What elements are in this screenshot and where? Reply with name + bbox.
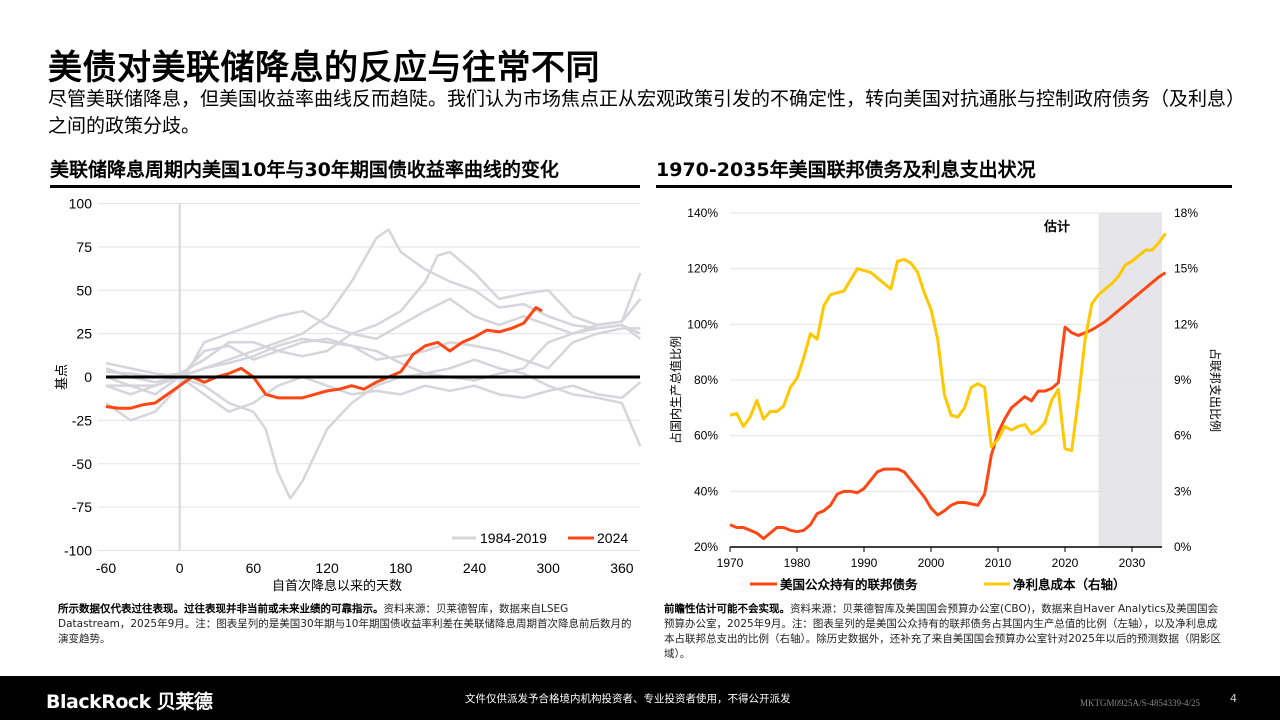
y-tick-label: -50	[72, 456, 92, 472]
y-tick-label: 75	[76, 239, 92, 255]
right-y-tick-label: 0%	[1174, 540, 1192, 554]
right-note-source: 资料来源：贝莱德智库及美国国会预算办公室(CBO)，数据来自Haver Anal…	[664, 603, 1221, 660]
x-tick-label: 60	[246, 560, 262, 576]
right-y-tick-label: 15%	[1174, 262, 1198, 276]
left-y-tick-label: 100%	[687, 317, 718, 331]
legend-2024-label: 2024	[597, 530, 628, 546]
right-y-axis-title: 占联邦支出比例	[1208, 348, 1223, 432]
x-tick-label: 1980	[784, 556, 811, 570]
left-y-tick-label: 20%	[694, 540, 718, 554]
y-tick-label: -100	[64, 543, 92, 559]
x-tick-label: 1970	[717, 556, 744, 570]
page-subtitle: 尽管美联储降息，但美国收益率曲线反而趋陡。我们认为市场焦点正从宏观政策引发的不确…	[48, 88, 1236, 137]
blackrock-logo: BlackRock 贝莱德	[46, 691, 213, 713]
x-tick-label: 2000	[918, 556, 945, 570]
left-y-tick-label: 60%	[694, 429, 718, 443]
x-tick-label: 0	[176, 560, 184, 576]
left-chart-title: 美联储降息周期内美国10年与30年期国债收益率曲线的变化	[50, 155, 640, 188]
net-interest-line	[729, 232, 1167, 453]
y-tick-label: -75	[72, 499, 92, 515]
left-y-tick-label: 140%	[687, 206, 718, 220]
right-y-tick-label: 3%	[1174, 484, 1192, 498]
legend-debt-label: 美国公众持有的联邦债务	[780, 577, 918, 592]
right-y-tick-label: 9%	[1174, 373, 1192, 387]
y-tick-label: 100	[69, 196, 93, 212]
x-axis-title: 自首次降息以来的天数	[272, 578, 402, 593]
debt-interest-chart: 140% 120% 100% 80% 60% 40% 20% 18% 15% 12% 9% 6% 3% 0…	[668, 206, 1223, 592]
x-tick-label: 240	[463, 560, 487, 576]
right-chart-title: 1970-2035年美国联邦债务及利息支出状况	[656, 155, 1232, 188]
left-note-source: 资料来源：贝莱德智库，数据来自LSEG Datastream，2025年9月。注…	[58, 603, 632, 645]
series-historical-line	[106, 327, 641, 396]
left-y-tick-label: 40%	[694, 484, 718, 498]
series-historical-line	[105, 323, 642, 382]
x-tick-label: 2020	[1052, 556, 1079, 570]
y-tick-label: 50	[76, 282, 92, 298]
estimate-annotation: 估计	[1043, 219, 1070, 234]
footer: BlackRock 贝莱德 文件仅供派发予合格境内机构投资者、专业投资者使用，不…	[0, 676, 1280, 720]
right-y-tick-label: 12%	[1174, 317, 1198, 331]
right-y-tick-label: 6%	[1174, 429, 1192, 443]
x-tick-label: -60	[96, 560, 116, 576]
x-tick-label: 1990	[851, 556, 878, 570]
left-y-axis-title: 占国内生产总值比例	[668, 336, 683, 444]
y-tick-label: 25	[76, 326, 92, 342]
page-title: 美债对美联储降息的反应与往常不同	[48, 48, 600, 88]
legend-interest-label: 净利息成本（右轴）	[1013, 577, 1126, 592]
legend-historical-label: 1984-2019	[480, 530, 547, 546]
series-historical-line	[105, 375, 642, 413]
right-note-disclaimer: 前瞻性估计可能不会实现。	[664, 603, 790, 615]
right-chart-note: 前瞻性估计可能不会实现。资料来源：贝莱德智库及美国国会预算办公室(CBO)，数据…	[664, 602, 1224, 662]
yield-curve-chart: 100 75 50 25 0 -25 -50 -75 -100-60 0 60 120 180 240 30…	[54, 196, 642, 593]
x-tick-label: 180	[389, 560, 413, 576]
right-y-tick-label: 18%	[1174, 206, 1198, 220]
series-historical-line	[105, 358, 642, 500]
y-axis-title: 基点	[54, 364, 69, 390]
series-historical-line	[105, 297, 642, 422]
left-chart-note: 所示数据仅代表过往表现。过往表现并非当前或未来业绩的可靠指示。资料来源：贝莱德智…	[58, 602, 638, 647]
document-code: MKTGM0925A/S-4854339-4/25	[1080, 698, 1201, 708]
x-tick-label: 300	[537, 560, 561, 576]
left-y-tick-label: 120%	[687, 262, 718, 276]
left-note-disclaimer: 所示数据仅代表过往表现。过往表现并非当前或未来业绩的可靠指示。	[58, 603, 384, 615]
x-tick-label: 2030	[1119, 556, 1146, 570]
page-number: 4	[1230, 692, 1237, 705]
x-tick-label: 120	[315, 560, 339, 576]
x-tick-label: 360	[610, 560, 634, 576]
y-tick-label: 0	[84, 369, 92, 385]
series-historical-line	[105, 250, 642, 379]
x-tick-label: 2010	[985, 556, 1012, 570]
footer-disclaimer: 文件仅供派发予合格境内机构投资者、专业投资者使用，不得公开派发	[465, 693, 791, 705]
series-2024-line	[105, 306, 543, 410]
y-tick-label: -25	[72, 412, 92, 428]
federal-debt-line	[729, 271, 1167, 541]
left-y-tick-label: 80%	[694, 373, 718, 387]
